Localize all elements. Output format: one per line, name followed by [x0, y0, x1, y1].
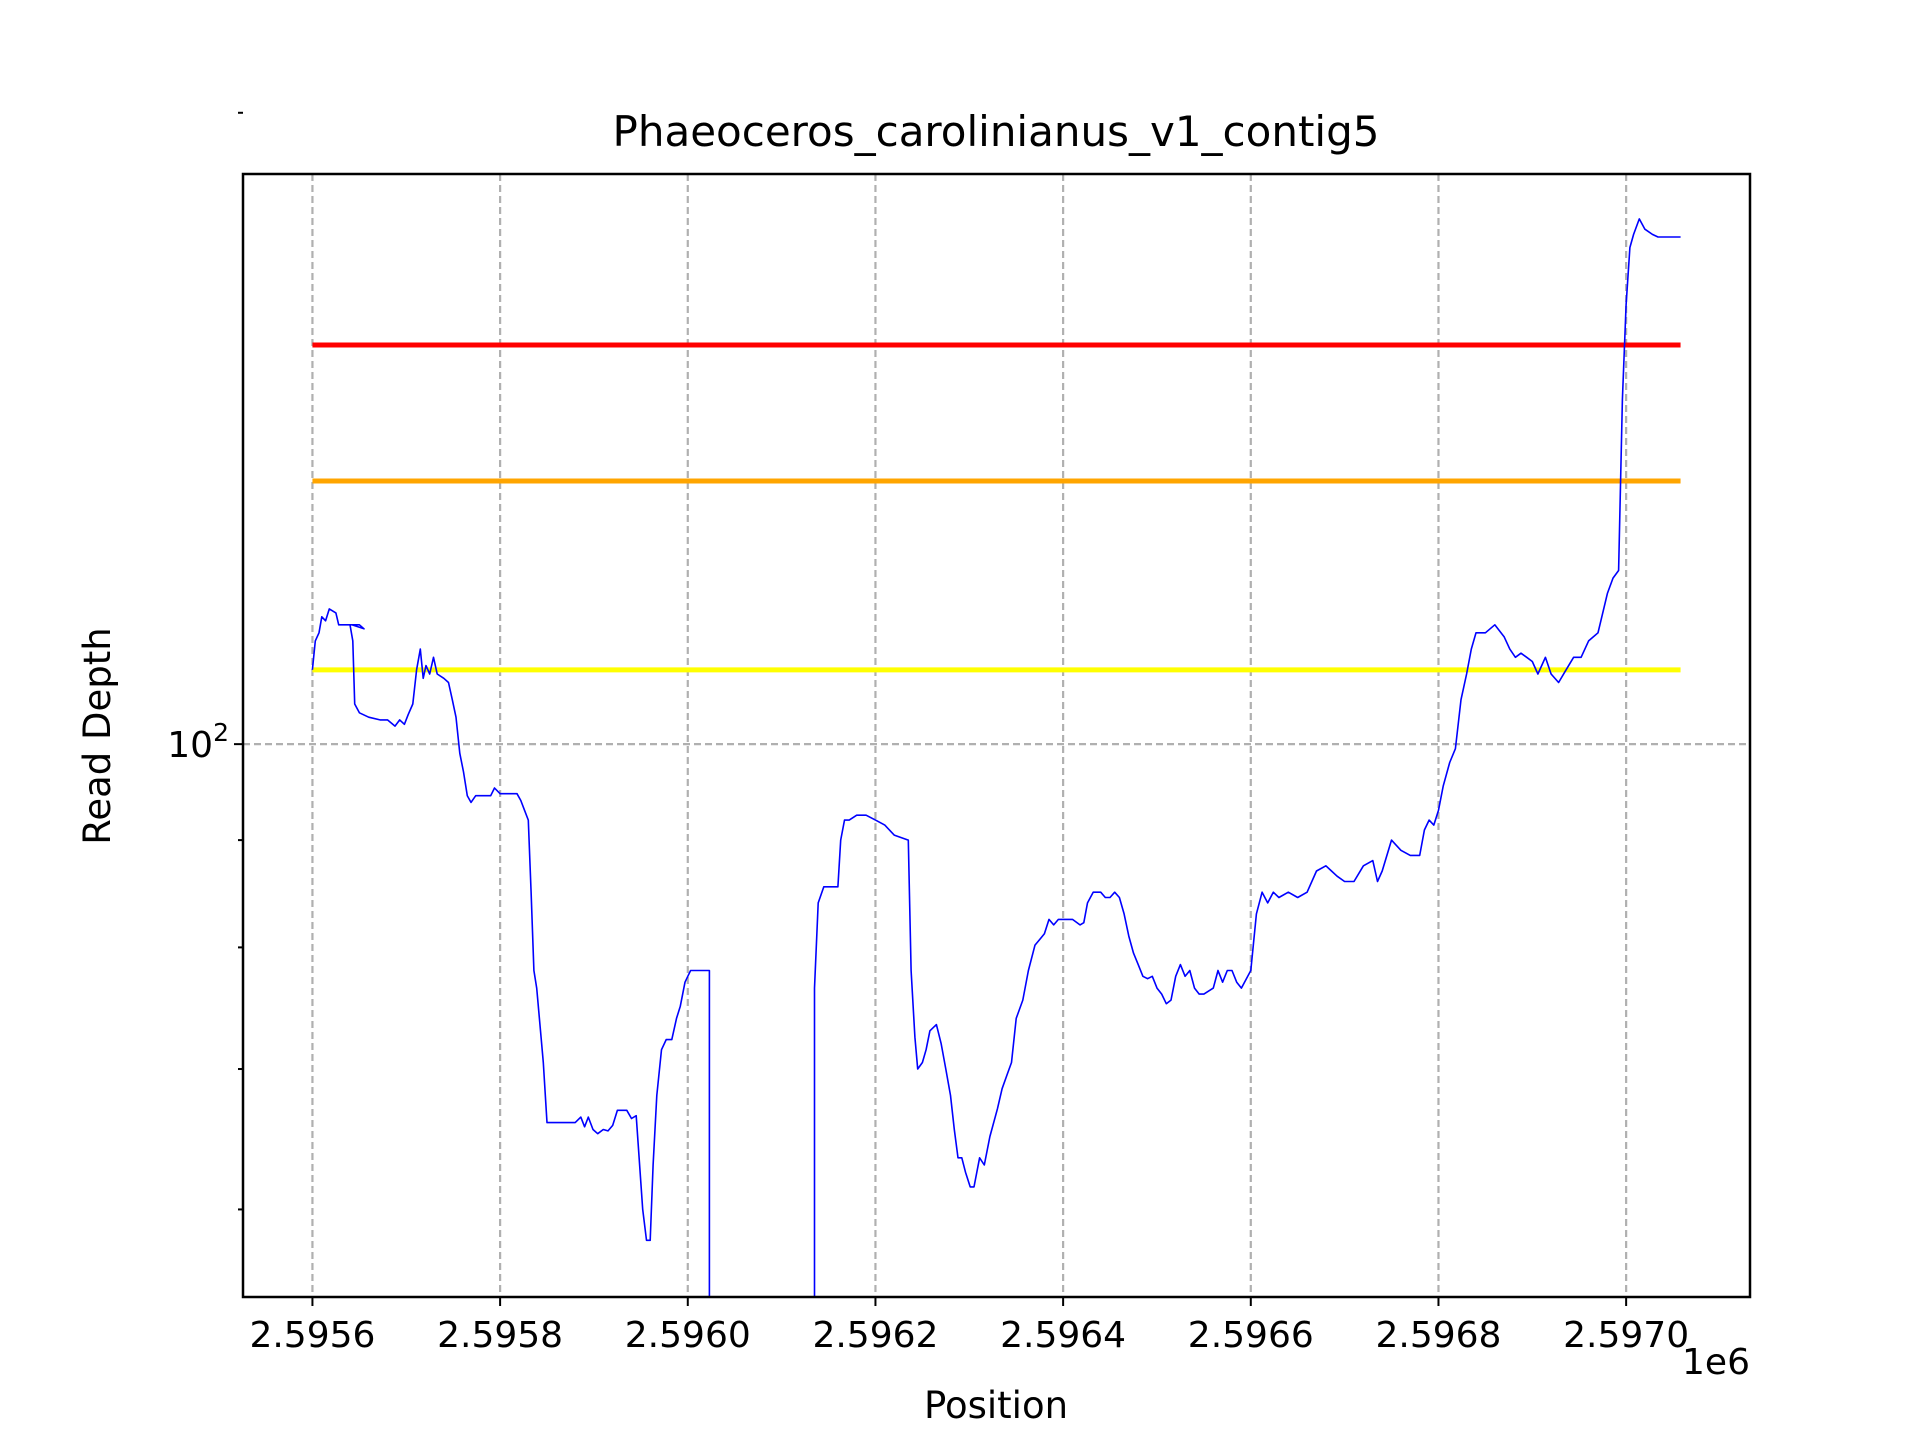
- x-tick-label: 2.5956: [249, 1315, 375, 1356]
- grid: [243, 174, 1750, 1297]
- x-axis-label: Position: [924, 1384, 1068, 1427]
- x-tick-label: 2.5958: [437, 1315, 563, 1356]
- x-tick-label: 2.5964: [1000, 1315, 1126, 1356]
- chart-title: Phaeoceros_carolinianus_v1_contig5: [613, 107, 1380, 156]
- x-tick-label: 2.5962: [812, 1315, 938, 1356]
- series: [311, 218, 1681, 1298]
- x-tick-label: 2.5970: [1563, 1315, 1689, 1356]
- plot-frame: [241, 172, 1752, 1299]
- x-tick-label: 2.5960: [625, 1315, 751, 1356]
- y-tick-label: 102: [167, 718, 229, 766]
- read-depth-line: [311, 218, 1681, 1298]
- x-tick-label: 2.5966: [1188, 1315, 1314, 1356]
- x-tick-label: 2.5968: [1375, 1315, 1501, 1356]
- threshold-lines: [312, 342, 1681, 673]
- x-offset-label: 1e6: [1682, 1342, 1750, 1383]
- ticks: 2.5956 2.5958 2.5960 2.5962 2.5964 2.5966 2.59…: [167, 111, 1689, 1356]
- y-axis-label: Read Depth: [76, 627, 119, 844]
